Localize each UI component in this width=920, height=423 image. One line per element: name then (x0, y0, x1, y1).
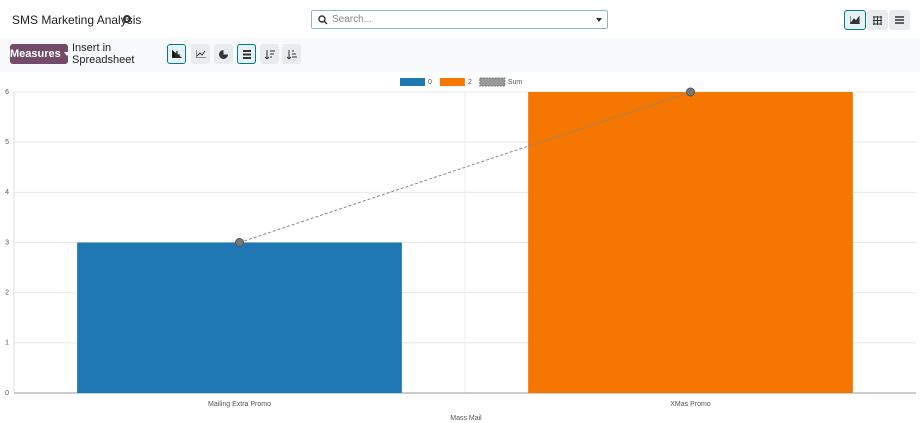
y-tick-label: 6 (5, 89, 9, 96)
y-tick-label: 2 (5, 290, 9, 297)
graph-view[interactable] (844, 10, 866, 30)
icon (219, 49, 228, 59)
chart: Mass Mail 0 1 2 3 4 5 6 Mailing Extra Promo XMas… (5, 77, 916, 422)
icon (895, 16, 904, 24)
measures-button[interactable]: Measures (10, 44, 68, 64)
icon (242, 49, 251, 59)
sum-point (235, 238, 244, 247)
bar-chart-button[interactable] (167, 44, 186, 64)
button-label: Measures (10, 48, 61, 60)
gear-icon[interactable] (123, 15, 131, 23)
search-box[interactable]: Search... (311, 10, 608, 29)
list-view[interactable] (889, 10, 910, 30)
pie-chart-button[interactable] (214, 44, 233, 64)
bar (528, 92, 853, 393)
x-axis-label: Mass Mail (450, 415, 482, 422)
icon (195, 50, 206, 58)
icon (850, 16, 860, 24)
y-tick-label: 4 (5, 189, 9, 196)
legend-swatch (439, 78, 465, 86)
icon (264, 49, 275, 59)
y-tick-label: 1 (5, 340, 9, 347)
toolbar: Measures Insert in Spreadsheet (0, 38, 920, 72)
sort-desc-button[interactable] (260, 44, 279, 64)
y-tick-label: 5 (5, 139, 9, 146)
sort-asc-button[interactable] (282, 44, 301, 64)
legend-label: 0 (428, 79, 432, 86)
page-title: SMS Marketing Analysis (12, 13, 142, 27)
sum-line (239, 91, 691, 243)
legend-swatch (400, 78, 425, 86)
pivot-view[interactable] (867, 10, 888, 30)
insert-spreadsheet-button[interactable]: Insert in Spreadsheet (72, 42, 164, 66)
top-bar: SMS Marketing Analysis Search... (0, 0, 920, 38)
dropdown-caret[interactable] (596, 18, 602, 22)
icon (873, 15, 882, 25)
sum-point (686, 87, 695, 97)
search-placeholder: Search... (332, 14, 373, 25)
legend-swatch (479, 77, 506, 87)
line-chart-button[interactable] (191, 44, 210, 64)
y-tick-label: 0 (5, 390, 9, 397)
legend-label: Sum (508, 79, 523, 86)
legend-label: 2 (468, 79, 472, 86)
icon (286, 49, 297, 59)
x-tick-label: XMas Promo (670, 401, 711, 408)
bar (77, 242, 402, 393)
y-tick-label: 3 (5, 239, 9, 246)
x-tick-label: Mailing Extra Promo (208, 401, 271, 408)
search-icon (318, 15, 328, 25)
icon (171, 50, 182, 58)
caret (63, 52, 68, 56)
stacked-button[interactable] (237, 44, 256, 64)
button-label: Insert in Spreadsheet (72, 42, 135, 66)
